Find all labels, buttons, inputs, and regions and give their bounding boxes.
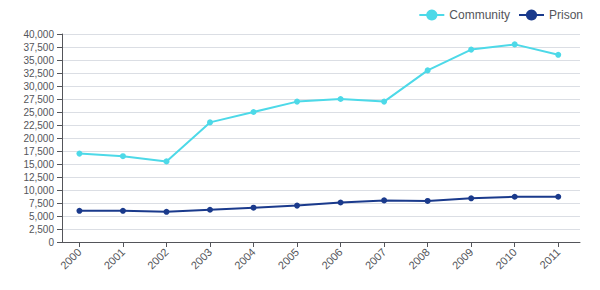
- svg-text:2000: 2000: [58, 246, 84, 272]
- svg-text:2004: 2004: [232, 246, 258, 272]
- svg-text:32,500: 32,500: [23, 68, 54, 79]
- svg-text:5,000: 5,000: [29, 211, 54, 222]
- svg-text:17,500: 17,500: [23, 146, 54, 157]
- svg-text:35,000: 35,000: [23, 55, 54, 66]
- svg-text:2001: 2001: [101, 246, 127, 272]
- svg-text:27,500: 27,500: [23, 94, 54, 105]
- svg-text:25,000: 25,000: [23, 107, 54, 118]
- svg-text:2,500: 2,500: [29, 224, 54, 235]
- svg-text:15,000: 15,000: [23, 159, 54, 170]
- svg-text:7,500: 7,500: [29, 198, 54, 209]
- svg-text:2006: 2006: [319, 246, 345, 272]
- svg-text:2010: 2010: [493, 246, 519, 272]
- svg-text:10,000: 10,000: [23, 185, 54, 196]
- svg-text:2002: 2002: [145, 246, 171, 272]
- svg-text:2009: 2009: [450, 246, 476, 272]
- svg-text:30,000: 30,000: [23, 81, 54, 92]
- svg-text:2011: 2011: [537, 246, 562, 271]
- svg-text:2008: 2008: [406, 246, 432, 272]
- svg-text:40,000: 40,000: [23, 29, 54, 40]
- svg-text:0: 0: [48, 237, 54, 248]
- svg-text:2005: 2005: [276, 246, 302, 272]
- svg-text:12,500: 12,500: [23, 172, 54, 183]
- svg-text:2007: 2007: [363, 246, 389, 272]
- svg-text:2003: 2003: [188, 246, 214, 272]
- svg-text:22,500: 22,500: [23, 120, 54, 131]
- svg-text:20,000: 20,000: [23, 133, 54, 144]
- svg-text:37,500: 37,500: [23, 42, 54, 53]
- svg-text:Community: Community: [449, 8, 510, 22]
- svg-text:Prison: Prison: [549, 8, 583, 22]
